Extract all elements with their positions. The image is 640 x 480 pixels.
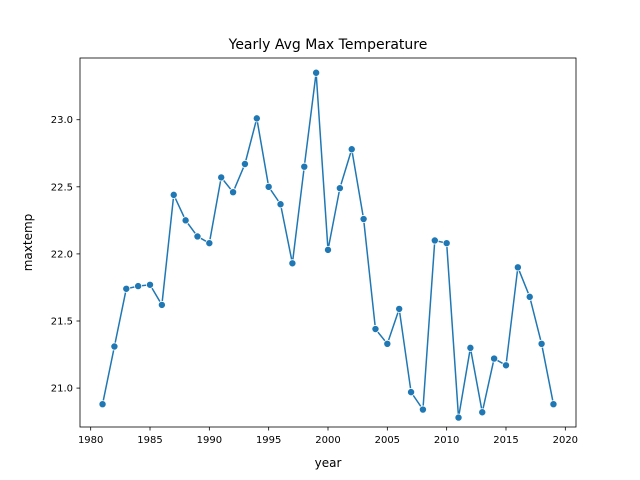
x-tick-label: 1985: [137, 435, 162, 446]
data-point: [229, 188, 238, 197]
y-axis-label: maxtemp: [21, 214, 35, 272]
data-point: [264, 182, 273, 191]
data-point: [323, 245, 332, 254]
data-point: [430, 236, 439, 245]
y-tick-label: 23.0: [51, 115, 73, 126]
data-point: [371, 325, 380, 334]
y-tick-label: 22.5: [51, 182, 73, 193]
data-point: [276, 200, 285, 209]
data-point: [442, 239, 451, 248]
data-point: [181, 216, 190, 225]
data-point: [347, 145, 356, 154]
y-axis: 21.0 21.5 22.0 22.5 23.0: [51, 115, 80, 395]
data-point: [537, 339, 546, 348]
data-point: [454, 413, 463, 422]
data-point: [383, 339, 392, 348]
data-point: [217, 173, 226, 182]
data-point: [513, 263, 522, 272]
data-point: [312, 68, 321, 77]
x-tick-label: 1995: [256, 435, 281, 446]
data-point: [205, 239, 214, 248]
x-tick-label: 2015: [493, 435, 518, 446]
data-point: [501, 361, 510, 370]
data-point: [525, 292, 534, 301]
x-tick-label: 2020: [553, 435, 578, 446]
x-tick-label: 2010: [434, 435, 459, 446]
data-point: [157, 300, 166, 309]
series-markers: [98, 68, 558, 422]
data-point: [240, 160, 249, 169]
data-point: [169, 190, 178, 199]
y-tick-label: 22.0: [51, 249, 73, 260]
data-point: [193, 232, 202, 241]
data-point: [407, 388, 416, 397]
data-point: [359, 215, 368, 224]
x-axis-label: year: [315, 456, 342, 470]
x-axis: 1980 1985 1990 1995 2000 2005 2010 2015 2020: [78, 427, 578, 446]
data-point: [288, 259, 297, 268]
data-point: [134, 282, 143, 291]
data-point: [395, 304, 404, 313]
data-point: [300, 162, 309, 171]
data-point: [478, 408, 487, 417]
data-point: [252, 114, 261, 123]
data-point: [146, 280, 155, 289]
x-tick-label: 1990: [197, 435, 222, 446]
data-point: [122, 284, 131, 293]
chart-title: Yearly Avg Max Temperature: [228, 37, 428, 53]
data-point: [418, 405, 427, 414]
data-point: [335, 184, 344, 193]
y-tick-label: 21.0: [51, 384, 73, 395]
x-tick-label: 2005: [375, 435, 400, 446]
data-point: [98, 400, 107, 409]
data-point: [110, 342, 119, 351]
plot-frame: [79, 57, 577, 428]
y-tick-label: 21.5: [51, 316, 73, 327]
data-point: [549, 400, 558, 409]
data-point: [466, 343, 475, 352]
x-tick-label: 1980: [78, 435, 103, 446]
data-point: [490, 354, 499, 363]
x-tick-label: 2000: [315, 435, 340, 446]
